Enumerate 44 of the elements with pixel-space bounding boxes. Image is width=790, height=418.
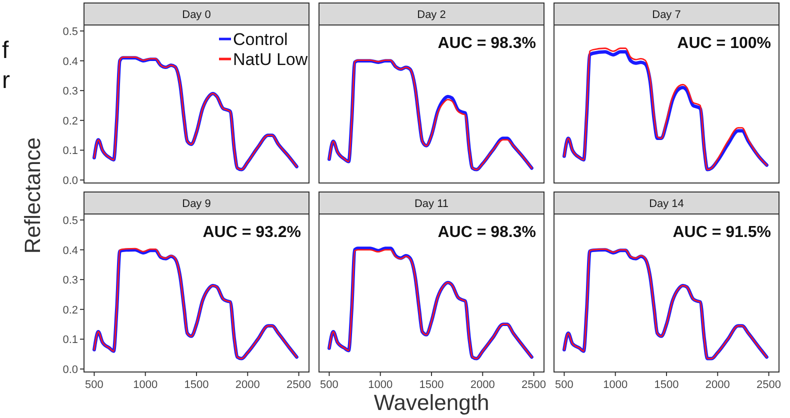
x-tick-label: 1500 (184, 379, 209, 391)
annotation: AUC = 100% (677, 35, 771, 52)
x-tick-label: 500 (320, 379, 338, 391)
x-tick-label: 2500 (756, 379, 782, 391)
x-tick-label: 1500 (419, 379, 444, 391)
chart-title: Day 14 (649, 198, 684, 210)
x-tick-label: 500 (555, 379, 574, 391)
x-tick-label: 2500 (522, 379, 546, 391)
y-tick-label: 0.0 (62, 175, 78, 188)
x-tick-label: 2000 (705, 379, 730, 391)
x-tick-label: 2500 (286, 379, 312, 391)
y-tick-label: 0.2 (62, 304, 78, 316)
x-tick-label: 1500 (654, 379, 679, 391)
y-tick-label: 0.5 (62, 26, 78, 38)
legend-label: Control (233, 30, 288, 49)
y-tick-label: 0.3 (62, 86, 78, 98)
x-tick-label: 500 (85, 379, 104, 391)
annotation: AUC = 98.3% (438, 35, 536, 52)
y-tick-label: 0.4 (62, 244, 78, 257)
x-tick-label: 1000 (133, 379, 158, 391)
annotation: AUC = 91.5% (672, 224, 771, 241)
x-tick-label: 2000 (470, 379, 495, 391)
text: f (2, 37, 9, 64)
chart-title: Day 0 (182, 9, 211, 21)
chart-title: Day 2 (417, 9, 446, 21)
legend-label: NatU Low (233, 50, 308, 69)
annotation: AUC = 98.3% (438, 224, 536, 241)
y-tick-label: 0.0 (62, 364, 78, 376)
x-axis-title: Wavelength (374, 390, 490, 415)
text: r (2, 67, 10, 94)
y-tick-label: 0.3 (62, 274, 78, 287)
chart-title: Day 7 (652, 9, 681, 21)
y-tick-label: 0.1 (62, 334, 78, 346)
y-tick-label: 0.4 (62, 56, 78, 68)
x-tick-label: 2000 (235, 379, 260, 391)
chart-title: Day 11 (414, 198, 449, 210)
y-tick-label: 0.2 (62, 115, 78, 128)
x-tick-label: 1000 (603, 379, 628, 391)
y-axis-title: Reflectance (20, 137, 45, 254)
y-tick-label: 0.1 (62, 145, 78, 158)
chart-title: Day 9 (182, 198, 211, 210)
y-tick-label: 0.5 (62, 214, 78, 227)
x-tick-label: 1000 (368, 379, 393, 391)
annotation: AUC = 93.2% (202, 224, 301, 241)
